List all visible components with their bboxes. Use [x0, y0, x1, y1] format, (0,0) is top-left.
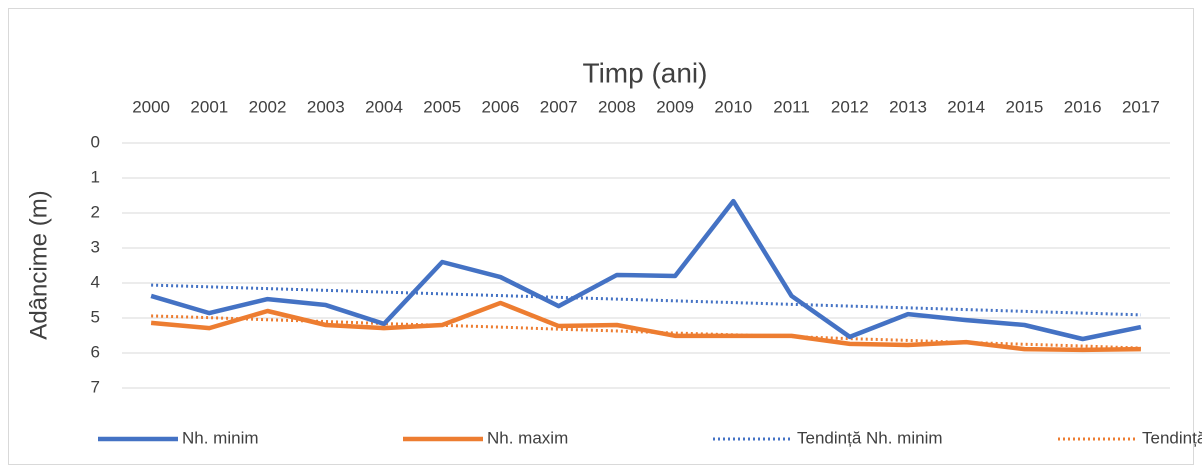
- x-tick-label: 2006: [482, 97, 520, 116]
- y-tick-label: 2: [91, 202, 100, 221]
- x-tick-label: 2015: [1006, 97, 1044, 116]
- chart-title: Timp (ani): [583, 57, 708, 88]
- x-tick-label: 2010: [714, 97, 752, 116]
- x-tick-label: 2009: [656, 97, 694, 116]
- x-tick-label: 2013: [889, 97, 927, 116]
- y-tick-label: 5: [91, 307, 100, 326]
- x-tick-label: 2014: [947, 97, 985, 116]
- legend-label: Nh. minim: [182, 428, 259, 447]
- x-tick-label: 2007: [540, 97, 578, 116]
- series-line: [150, 198, 1142, 342]
- x-tick-label: 2003: [307, 97, 345, 116]
- x-tick-label: 2012: [831, 97, 869, 116]
- x-tick-label: 2011: [773, 97, 810, 116]
- legend-label: Tendință Nh. maxim: [1142, 428, 1202, 447]
- y-tick-label: 7: [91, 377, 100, 396]
- y-tick-label: 1: [91, 167, 100, 186]
- y-axis-label: Adâncime (m): [25, 190, 52, 339]
- x-tick-label: 2001: [190, 97, 228, 116]
- y-tick-label: 0: [91, 132, 100, 151]
- series-line: [150, 300, 1141, 353]
- x-tick-label: 2000: [132, 97, 170, 116]
- legend-label: Tendință Nh. minim: [797, 428, 943, 447]
- x-tick-label: 2017: [1122, 97, 1160, 116]
- x-tick-label: 2004: [365, 97, 403, 116]
- x-tick-label: 2016: [1064, 97, 1102, 116]
- x-tick-label: 2002: [249, 97, 287, 116]
- series-line: [151, 283, 1141, 317]
- x-tick-label: 2008: [598, 97, 636, 116]
- legend-label: Nh. maxim: [487, 428, 568, 447]
- y-tick-label: 6: [91, 342, 100, 361]
- x-tick-label: 2005: [423, 97, 461, 116]
- y-tick-label: 4: [91, 272, 100, 291]
- y-tick-label: 3: [91, 237, 100, 256]
